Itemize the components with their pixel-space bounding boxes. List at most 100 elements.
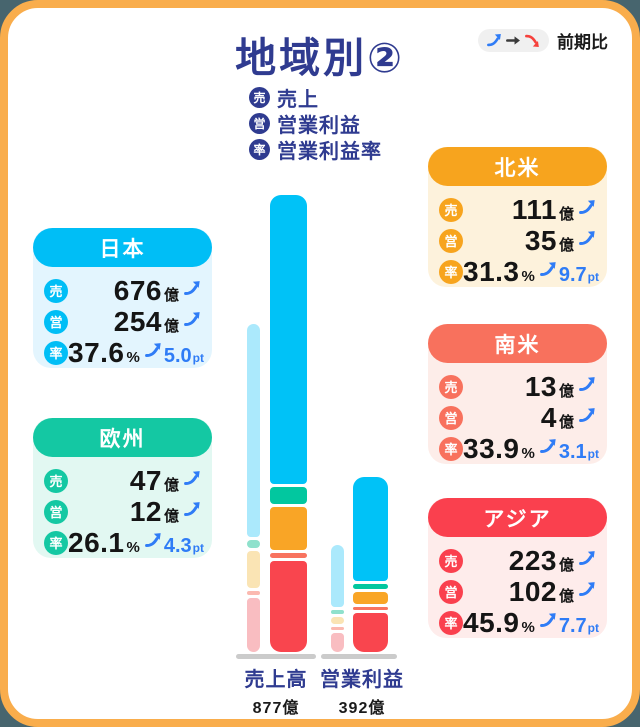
sales-unit: 億 — [163, 476, 179, 494]
profit-badge-icon: 営 — [44, 309, 68, 334]
bar-segment-欧州 — [353, 584, 388, 589]
sales-badge-icon: 売 — [44, 468, 68, 493]
sales-unit: 億 — [558, 382, 574, 400]
profit-value: 254 — [113, 305, 162, 337]
bar-segment-南米 — [270, 553, 307, 558]
profit-axis-title: 営業利益 — [320, 669, 404, 691]
bar-segment-北米 — [247, 551, 260, 588]
sales-unit: 億 — [558, 556, 574, 574]
profit-value: 4 — [540, 401, 557, 433]
bar-segment-アジア — [331, 633, 344, 652]
margin-value: 33.9 — [463, 432, 520, 464]
region-card-north-america: 北米 売 111 億 営 35 億 率 31.3% 9.7 pt — [428, 147, 607, 287]
bar-current-営業利益 — [353, 477, 388, 652]
legend-item-operating-profit: 営 営業利益 — [249, 113, 382, 137]
region-card-body: 売 676 億 営 254 億 率 37.6% 5.0 pt — [44, 273, 204, 368]
profit-unit: 億 — [558, 413, 574, 431]
bar-segment-アジア — [353, 613, 388, 652]
sales-axis-label: 売上高 877億 — [211, 663, 341, 718]
legend-item-margin: 率 営業利益率 — [249, 139, 382, 163]
margin-value: 45.9 — [463, 606, 520, 638]
bar-segment-南米 — [353, 607, 388, 610]
legend-label: 営業利益 — [277, 115, 361, 137]
region-card-title: アジア — [428, 498, 607, 537]
bar-segment-日本 — [353, 477, 388, 581]
profit-value: 35 — [524, 224, 557, 256]
margin-badge-icon: 率 — [44, 530, 68, 555]
margin-delta-unit: pt — [587, 620, 599, 635]
region-card-europe: 欧州 売 47 億 営 12 億 率 26.1% 4.3 pt — [33, 418, 212, 558]
legend-label: 営業利益率 — [277, 141, 382, 163]
bar-segment-南米 — [247, 591, 260, 595]
period-legend-label: 前期比 — [557, 33, 608, 52]
sales-row: 売 111 億 — [439, 194, 596, 225]
region-card-body: 売 111 億 営 35 億 率 31.3% 9.7 pt — [439, 192, 599, 287]
region-card-body: 売 223 億 営 102 億 率 45.9% 7.7 pt — [439, 543, 599, 638]
margin-delta: 7.7 — [558, 614, 587, 637]
sales-badge-icon: 売 — [44, 278, 68, 303]
margin-unit: % — [521, 618, 535, 636]
sales-value: 47 — [129, 464, 162, 496]
sales-value: 223 — [508, 544, 557, 576]
margin-unit: % — [521, 444, 535, 462]
bar-segment-欧州 — [247, 540, 260, 548]
margin-delta-unit: pt — [587, 446, 599, 461]
sales-value: 676 — [113, 274, 162, 306]
margin-delta-unit: pt — [587, 269, 599, 284]
metric-legend: 売 売上 営 営業利益 率 営業利益率 — [249, 87, 382, 165]
profit-badge-icon: 営 — [44, 499, 68, 524]
period-comparison-legend: 前期比 — [478, 28, 608, 53]
legend-item-sales: 売 売上 — [249, 87, 382, 111]
margin-badge-icon: 率 — [439, 436, 463, 461]
sales-value: 13 — [524, 370, 557, 402]
region-card-body: 売 47 億 営 12 億 率 26.1% 4.3 pt — [44, 463, 204, 558]
profit-badge-icon: 営 — [439, 228, 463, 253]
region-card-japan: 日本 売 676 億 営 254 億 率 37.6% 5.0 pt — [33, 228, 212, 368]
margin-badge-icon: 率 — [249, 139, 270, 160]
sales-unit: 億 — [558, 205, 574, 223]
profit-unit: 億 — [558, 587, 574, 605]
profit-baseline — [321, 654, 397, 659]
sales-axis-total: 877億 — [252, 700, 300, 717]
profit-value: 102 — [508, 575, 557, 607]
margin-unit: % — [126, 348, 140, 366]
bar-previous-営業利益 — [331, 545, 344, 652]
margin-delta: 9.7 — [558, 263, 587, 286]
profit-badge-icon: 営 — [439, 405, 463, 430]
bar-segment-日本 — [270, 195, 307, 484]
sales-row: 売 223 億 — [439, 544, 596, 576]
bar-segment-欧州 — [331, 610, 344, 614]
bar-segment-北米 — [270, 507, 307, 550]
profit-unit: 億 — [163, 507, 179, 525]
bar-current-売上高 — [270, 195, 307, 652]
margin-delta-unit: pt — [192, 350, 204, 365]
bar-previous-売上高 — [247, 324, 260, 652]
profit-axis-total: 392億 — [338, 700, 386, 717]
margin-row: 率 37.6% 5.0 pt — [44, 337, 204, 368]
bar-segment-日本 — [331, 545, 344, 607]
trend-arrows-pill — [478, 29, 549, 52]
bar-segment-欧州 — [270, 487, 307, 504]
sales-row: 売 47 億 — [44, 464, 201, 496]
sales-row: 売 13 億 — [439, 370, 596, 402]
legend-label: 売上 — [277, 89, 319, 111]
margin-unit: % — [521, 267, 535, 285]
sales-badge-icon: 売 — [249, 87, 270, 108]
profit-value: 12 — [129, 495, 162, 527]
profit-axis-label: 営業利益 392億 — [297, 663, 427, 718]
sales-axis-title: 売上高 — [244, 669, 308, 691]
region-card-asia: アジア 売 223 億 営 102 億 率 45.9% 7.7 pt — [428, 498, 607, 638]
margin-value: 26.1 — [68, 526, 125, 558]
profit-badge-icon: 営 — [249, 113, 270, 134]
margin-row: 率 31.3% 9.7 pt — [439, 255, 599, 287]
margin-badge-icon: 率 — [44, 340, 68, 365]
page-title: 地域別② — [235, 35, 405, 81]
bar-segment-北米 — [353, 592, 388, 604]
sales-unit: 億 — [163, 286, 179, 304]
sales-badge-icon: 売 — [439, 548, 463, 573]
margin-value: 31.3 — [463, 255, 520, 287]
sales-row: 売 676 億 — [44, 274, 201, 306]
